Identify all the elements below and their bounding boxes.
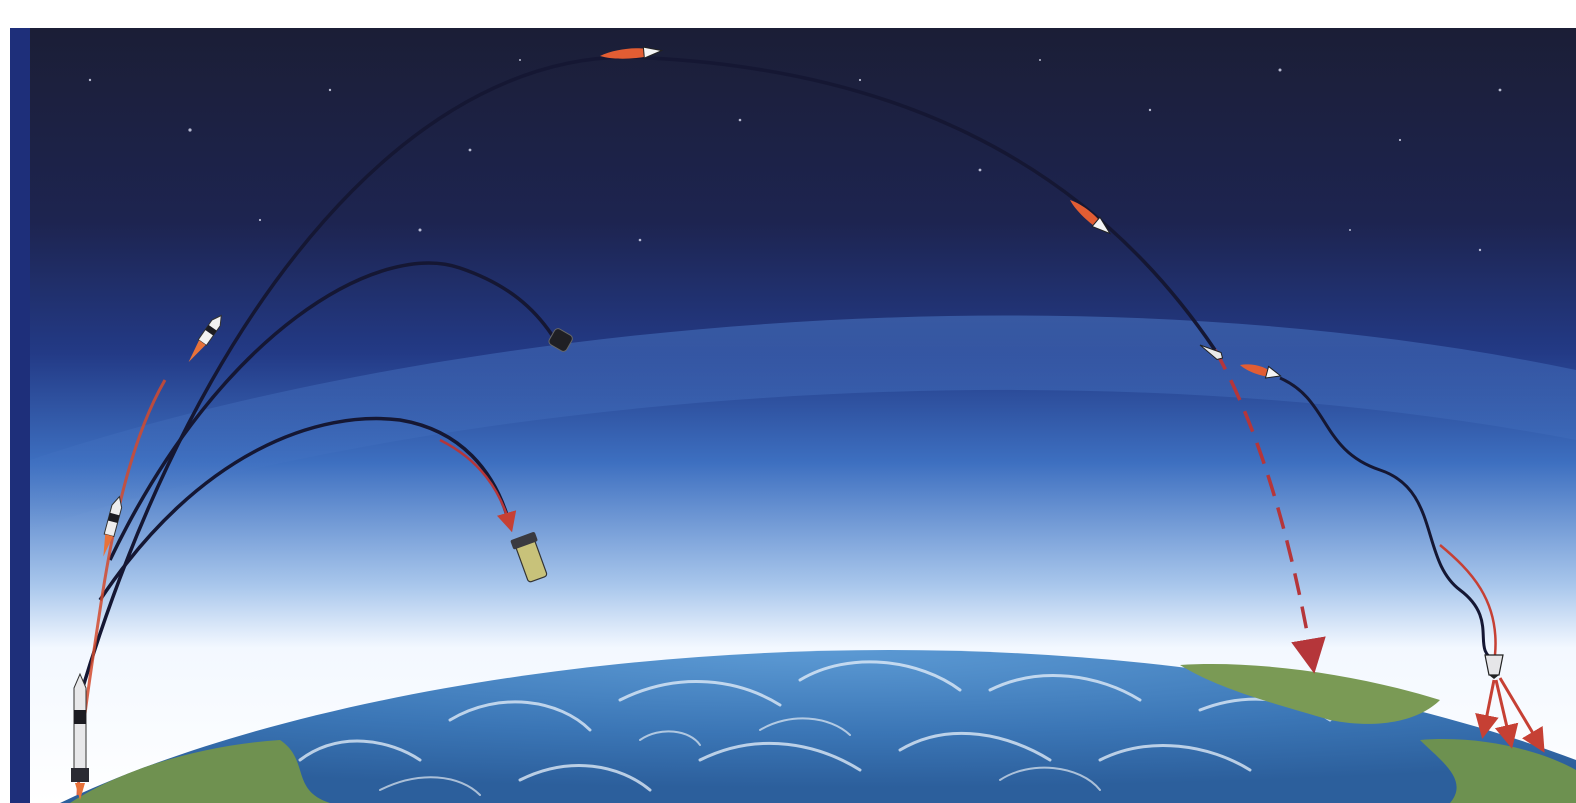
- ballistic-descent-dashed: [1213, 349, 1326, 674]
- star-icon: [88, 59, 1502, 252]
- rocket-icon: [103, 495, 123, 557]
- stage-icon: [510, 532, 548, 583]
- medium-arc-trajectory: [108, 261, 554, 561]
- arrow-down-icon: [1475, 677, 1545, 753]
- rocket-icon: [188, 314, 222, 363]
- reentry-vehicle-icon: [1070, 200, 1112, 235]
- reentry-vehicle-icon: [1199, 344, 1224, 361]
- atmosphere-boundary: [30, 315, 1576, 530]
- reentry-vehicle-icon: [600, 46, 664, 59]
- reentry-vehicle-icon: [1484, 654, 1504, 679]
- earth: [60, 650, 1576, 803]
- short-arc-trajectory: [98, 416, 512, 601]
- land-right: [1180, 664, 1440, 724]
- land-left: [70, 740, 330, 803]
- rocket-icon: [71, 672, 89, 800]
- capsule-icon: [548, 328, 573, 352]
- maneuvering-reentry-trail: [1279, 376, 1496, 662]
- reentry-vehicle-icon: [1240, 364, 1282, 379]
